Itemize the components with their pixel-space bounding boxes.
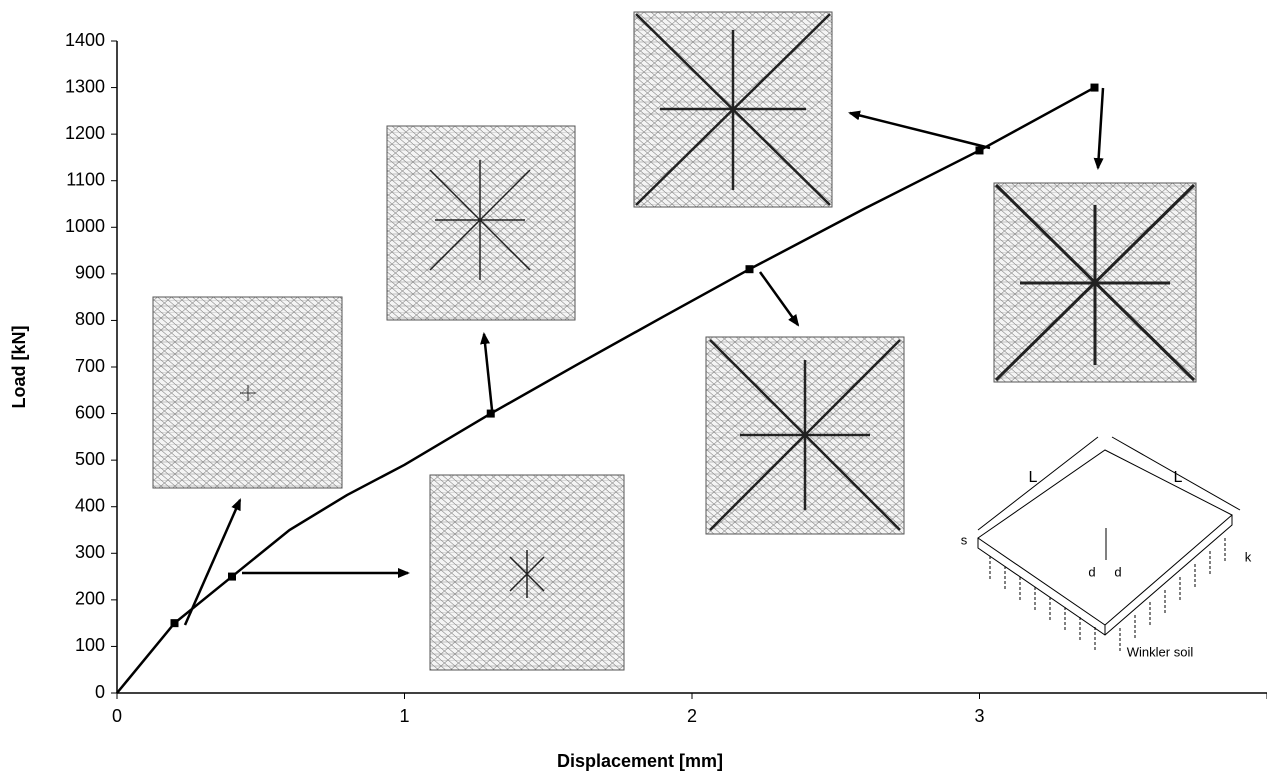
y-tick-label: 1400	[65, 30, 105, 50]
marker	[170, 619, 179, 628]
mesh-star	[635, 13, 831, 206]
y-tick-label: 800	[75, 309, 105, 329]
schematic-label: s	[961, 532, 968, 547]
mesh-inset	[386, 125, 576, 321]
y-tick-label: 500	[75, 449, 105, 469]
schematic-label: L	[1174, 469, 1183, 486]
mesh-star	[240, 385, 256, 401]
schematic-label: k	[1245, 549, 1252, 564]
plate-schematic	[977, 436, 1241, 653]
y-axis-label: Load [kN]	[9, 326, 29, 409]
x-tick-label: 2	[687, 706, 697, 726]
mesh-insets	[152, 11, 1197, 671]
x-axis-label: Displacement [mm]	[557, 751, 723, 771]
mesh-star	[429, 160, 531, 280]
y-tick-label: 1100	[66, 169, 105, 189]
schematic-label: L	[1029, 469, 1038, 486]
arrow	[758, 271, 800, 327]
arrow	[183, 498, 242, 626]
mesh-star	[509, 550, 545, 598]
y-tick-label: 1200	[65, 123, 105, 143]
y-tick-label: 300	[75, 542, 105, 562]
y-tick-label: 100	[75, 635, 105, 655]
marker	[745, 265, 754, 274]
y-tick-label: 0	[95, 682, 105, 702]
y-tick-label: 1300	[65, 76, 105, 96]
schematic-label: Winkler soil	[1127, 644, 1194, 659]
schematic-label: d	[1088, 564, 1095, 579]
marker	[1090, 83, 1099, 92]
y-tick-label: 700	[75, 356, 105, 376]
mesh-star	[994, 183, 1196, 382]
mesh-star	[709, 339, 901, 531]
marker	[228, 572, 236, 581]
schematic-label: d	[1114, 564, 1121, 579]
y-tick-label: 1000	[65, 216, 105, 236]
y-tick-label: 600	[75, 402, 105, 422]
arrow	[480, 332, 494, 411]
y-tick-label: 400	[75, 495, 105, 515]
y-tick-label: 200	[75, 589, 105, 609]
arrow	[848, 110, 991, 150]
arrow	[1093, 87, 1105, 170]
x-tick-label: 0	[112, 706, 122, 726]
x-tick-label: 1	[399, 706, 409, 726]
marker	[975, 146, 984, 155]
x-tick-label: 3	[974, 706, 984, 726]
y-tick-label: 900	[75, 263, 105, 283]
marker	[486, 409, 495, 418]
arrows	[183, 87, 1105, 626]
